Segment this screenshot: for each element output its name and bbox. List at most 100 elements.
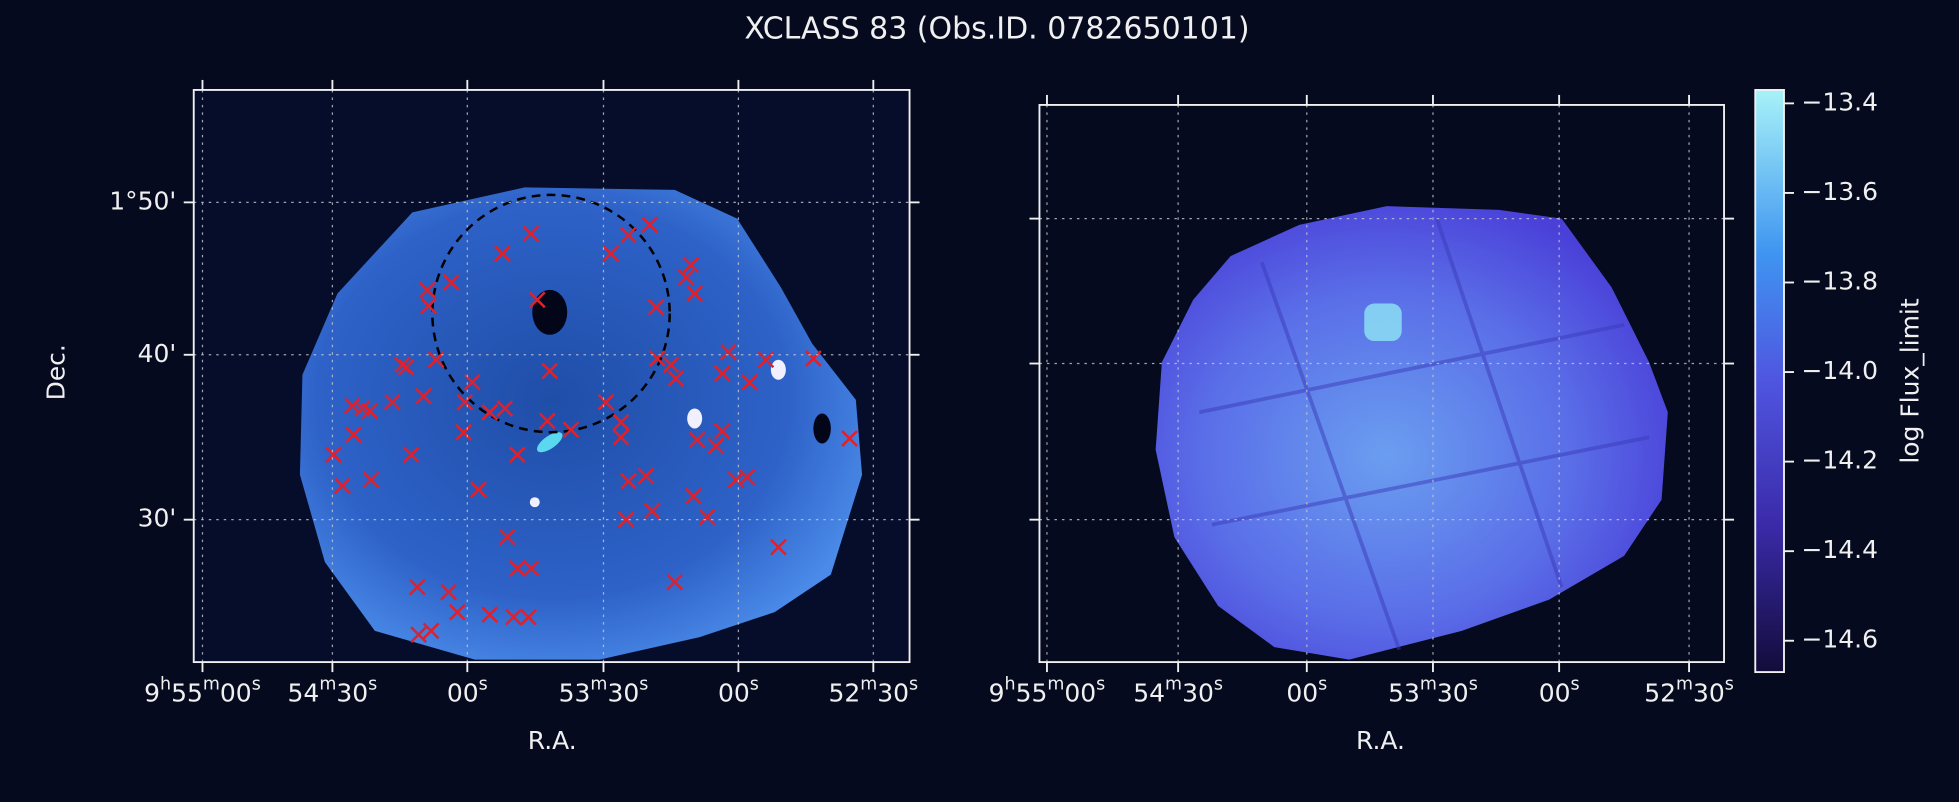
y-tick-label: 40' xyxy=(138,339,177,368)
source-marker xyxy=(520,608,537,626)
source-marker xyxy=(541,362,559,380)
bright-source xyxy=(770,359,786,380)
bright-source xyxy=(687,408,703,429)
source-marker xyxy=(804,350,822,367)
bright-patch xyxy=(1364,303,1402,342)
colorbar-tick-label: −14.4 xyxy=(1801,535,1878,564)
right-image xyxy=(1155,206,1668,660)
source-marker xyxy=(522,225,540,242)
source-marker xyxy=(508,446,526,464)
source-marker xyxy=(470,481,487,499)
x-tick-label: 53m30s xyxy=(559,675,649,708)
source-marker xyxy=(738,468,756,486)
source-marker xyxy=(442,273,460,291)
chip-gaps xyxy=(1198,218,1650,651)
source-marker xyxy=(677,268,695,286)
colorbar xyxy=(1754,89,1785,674)
x-tick-label: 00s xyxy=(447,675,488,708)
source-marker xyxy=(362,471,380,489)
title: XCLASS 83 (Obs.ID. 0782650101) xyxy=(744,11,1249,46)
colorbar-tick-label: −14.2 xyxy=(1801,446,1878,475)
x-tick-label: 52m30s xyxy=(828,675,918,708)
source-marker xyxy=(597,393,615,411)
bright-source xyxy=(529,497,540,508)
source-marker xyxy=(769,538,787,556)
source-marker xyxy=(528,291,546,309)
source-marker xyxy=(397,358,415,376)
source-marker xyxy=(637,467,655,485)
source-marker xyxy=(741,373,759,391)
source-marker xyxy=(666,573,684,591)
source-marker xyxy=(345,426,363,444)
axes-frame xyxy=(192,89,911,664)
x-tick-label: 52m30s xyxy=(1644,675,1734,708)
source-marker xyxy=(481,403,499,421)
x-axis-label: R.A. xyxy=(528,726,577,755)
source-marker xyxy=(493,245,511,262)
source-marker xyxy=(383,393,401,411)
source-marker xyxy=(344,397,361,415)
source-marker xyxy=(647,298,665,316)
source-marker xyxy=(662,356,680,374)
source-marker xyxy=(620,472,637,490)
x-axis-label: R.A. xyxy=(1356,726,1405,755)
source-marker xyxy=(505,608,522,626)
colorbar-tick-label: −13.6 xyxy=(1801,177,1878,206)
source-marker xyxy=(612,413,630,431)
colorbar-tick-label: −14.6 xyxy=(1801,625,1878,654)
source-marker xyxy=(698,508,716,526)
y-axis-label: Dec. xyxy=(42,344,71,400)
source-marker xyxy=(641,216,659,234)
y-tick-label: 30' xyxy=(138,504,177,533)
source-marker xyxy=(455,423,472,441)
source-marker xyxy=(688,431,706,449)
colorbar-tick-label: −13.8 xyxy=(1801,266,1878,295)
source-marker xyxy=(508,560,526,577)
source-marker xyxy=(418,281,436,299)
x-tick-label: 54m30s xyxy=(288,675,378,708)
source-marker xyxy=(667,370,685,387)
source-marker xyxy=(720,343,737,361)
source-marker xyxy=(325,446,343,464)
colorbar-label: log Flux_limit xyxy=(1895,298,1924,464)
source-marker xyxy=(402,446,420,464)
source-marker xyxy=(612,428,630,446)
masked-source xyxy=(532,289,568,335)
source-marker xyxy=(420,297,437,315)
source-marker xyxy=(841,430,858,447)
source-marker xyxy=(617,511,635,529)
y-tick-label: 1°50' xyxy=(109,186,176,215)
x-tick-label: 00s xyxy=(1286,675,1327,708)
source-marker xyxy=(562,421,580,439)
source-marker xyxy=(361,402,379,420)
x-tick-label: 9h55m00s xyxy=(144,675,261,708)
source-marker xyxy=(410,626,427,643)
source-marker xyxy=(415,387,432,405)
source-marker xyxy=(602,245,620,262)
axes-frame xyxy=(1038,103,1725,664)
source-marker xyxy=(440,583,457,601)
source-marker xyxy=(643,502,661,520)
source-marker xyxy=(713,422,731,440)
source-marker xyxy=(496,400,514,417)
source-marker xyxy=(334,477,351,495)
extended-source xyxy=(536,432,563,453)
colorbar-tick-label: −14.0 xyxy=(1801,356,1878,385)
source-marker xyxy=(685,487,702,505)
x-tick-label: 9h55m00s xyxy=(989,675,1106,708)
source-marker xyxy=(713,365,731,382)
source-marker xyxy=(481,606,499,623)
source-marker xyxy=(456,393,474,411)
source-marker xyxy=(707,437,725,455)
left-image xyxy=(299,187,863,660)
source-marker xyxy=(422,622,440,640)
x-tick-label: 53m30s xyxy=(1388,675,1478,708)
exposure-region xyxy=(299,187,863,660)
x-tick-label: 00s xyxy=(718,675,759,708)
masked-source xyxy=(813,413,831,444)
source-marker xyxy=(648,350,666,367)
source-marker xyxy=(682,256,700,274)
source-marker xyxy=(538,412,556,430)
